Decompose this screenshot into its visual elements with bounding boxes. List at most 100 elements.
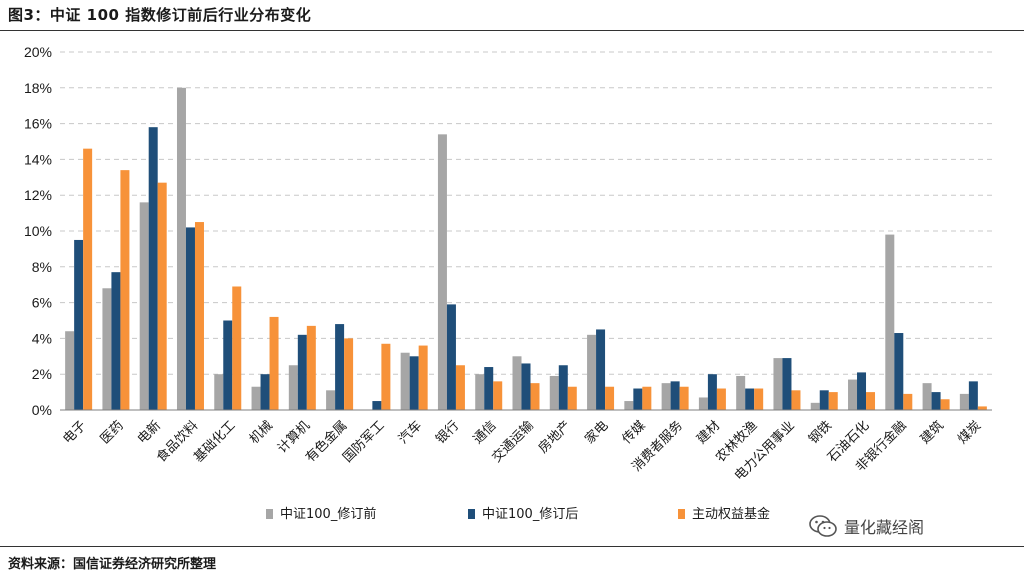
bar xyxy=(409,356,419,410)
bar xyxy=(605,386,615,410)
bar xyxy=(484,367,494,410)
x-category-label: 钢铁 xyxy=(806,418,835,447)
bar xyxy=(475,374,485,410)
y-tick-label: 4% xyxy=(32,330,52,346)
bar xyxy=(372,401,382,410)
watermark-text: 量化藏经阁 xyxy=(844,518,925,537)
bar xyxy=(782,358,792,410)
bar xyxy=(194,222,204,410)
y-tick-label: 18% xyxy=(24,80,52,96)
y-tick-label: 20% xyxy=(24,44,52,60)
bar xyxy=(791,390,801,410)
bar xyxy=(65,331,75,410)
bar xyxy=(418,345,428,410)
x-category-label: 银行 xyxy=(433,418,462,447)
x-category-label: 交通运输 xyxy=(489,418,537,466)
bottom-divider xyxy=(0,546,1024,547)
bar xyxy=(773,358,783,410)
figure-title: 图3：中证 100 指数修订前后行业分布变化 xyxy=(8,6,312,24)
bar-chart: 0% 2% 4% 6% 8% 10% 12% 14% 16% 18% 20% 电子 医药 电新食品饮料基… xyxy=(24,44,992,522)
bar xyxy=(139,202,149,410)
wechat-icon xyxy=(809,515,837,537)
legend-label: 中证100_修订后 xyxy=(482,507,578,522)
bar xyxy=(223,320,233,410)
y-tick-label: 16% xyxy=(24,116,52,132)
bar xyxy=(558,365,568,410)
bar xyxy=(931,392,941,410)
bars xyxy=(65,87,987,411)
bar xyxy=(455,365,465,410)
bar xyxy=(857,372,867,410)
bar xyxy=(633,388,643,410)
bar xyxy=(288,365,298,410)
bar xyxy=(977,406,987,410)
y-tick-label: 10% xyxy=(24,223,52,239)
bar xyxy=(260,374,270,410)
bar xyxy=(903,393,913,410)
y-tick-label: 6% xyxy=(32,295,52,311)
x-category-label: 电子 xyxy=(60,418,89,447)
source-note: 资料来源：国信证券经济研究所整理 xyxy=(8,557,217,572)
y-axis-ticks: 0% 2% 4% 6% 8% 10% 12% 14% 16% 18% 20% xyxy=(24,44,52,418)
bar xyxy=(74,239,84,410)
bar xyxy=(493,381,503,410)
bar xyxy=(381,343,391,410)
y-tick-label: 12% xyxy=(24,187,52,203)
x-category-label: 传媒 xyxy=(620,418,649,447)
bar xyxy=(848,379,858,410)
x-category-label: 煤炭 xyxy=(955,418,984,447)
bar xyxy=(251,386,261,410)
legend-swatch xyxy=(468,509,475,519)
bar xyxy=(810,402,820,410)
bar xyxy=(642,386,652,410)
bar xyxy=(214,374,224,410)
watermark: 量化藏经阁 xyxy=(808,514,924,538)
x-category-label: 建材 xyxy=(694,418,723,447)
bar xyxy=(745,388,755,410)
bar xyxy=(922,383,932,410)
bar xyxy=(400,352,410,410)
y-tick-label: 8% xyxy=(32,259,52,275)
bar xyxy=(269,316,279,410)
bar xyxy=(437,134,447,410)
bar xyxy=(157,182,167,410)
x-category-label: 国防军工 xyxy=(340,418,388,466)
bar xyxy=(698,397,708,410)
top-divider xyxy=(0,30,1024,31)
bar xyxy=(512,356,522,410)
bar xyxy=(670,381,680,410)
bar xyxy=(707,374,717,410)
bar xyxy=(959,393,969,410)
x-category-label: 基础化工 xyxy=(191,418,238,465)
bar xyxy=(344,338,354,410)
bar xyxy=(83,148,93,410)
x-category-label: 电新 xyxy=(134,418,164,448)
bar xyxy=(120,170,130,410)
bar xyxy=(754,388,764,410)
legend-swatch xyxy=(266,509,273,519)
bar xyxy=(866,392,876,410)
bar xyxy=(176,87,186,411)
bar xyxy=(828,392,838,410)
bar xyxy=(587,334,597,410)
x-category-label: 通信 xyxy=(471,418,500,447)
bar xyxy=(894,333,904,410)
bar xyxy=(232,286,242,410)
y-tick-label: 0% xyxy=(32,402,52,418)
bar xyxy=(326,390,336,410)
bar xyxy=(148,127,158,411)
bar xyxy=(624,401,634,410)
bar xyxy=(530,383,540,410)
bar xyxy=(736,375,746,410)
legend-label: 主动权益基金 xyxy=(692,506,770,522)
bar xyxy=(819,390,829,410)
bar xyxy=(111,272,121,410)
bar xyxy=(549,375,559,410)
bar xyxy=(885,234,895,410)
legend-swatch xyxy=(678,509,685,519)
x-category-label: 家电 xyxy=(582,418,612,448)
y-tick-label: 2% xyxy=(32,366,52,382)
x-category-label: 建筑 xyxy=(917,418,947,448)
x-category-label: 房地产 xyxy=(535,418,574,457)
